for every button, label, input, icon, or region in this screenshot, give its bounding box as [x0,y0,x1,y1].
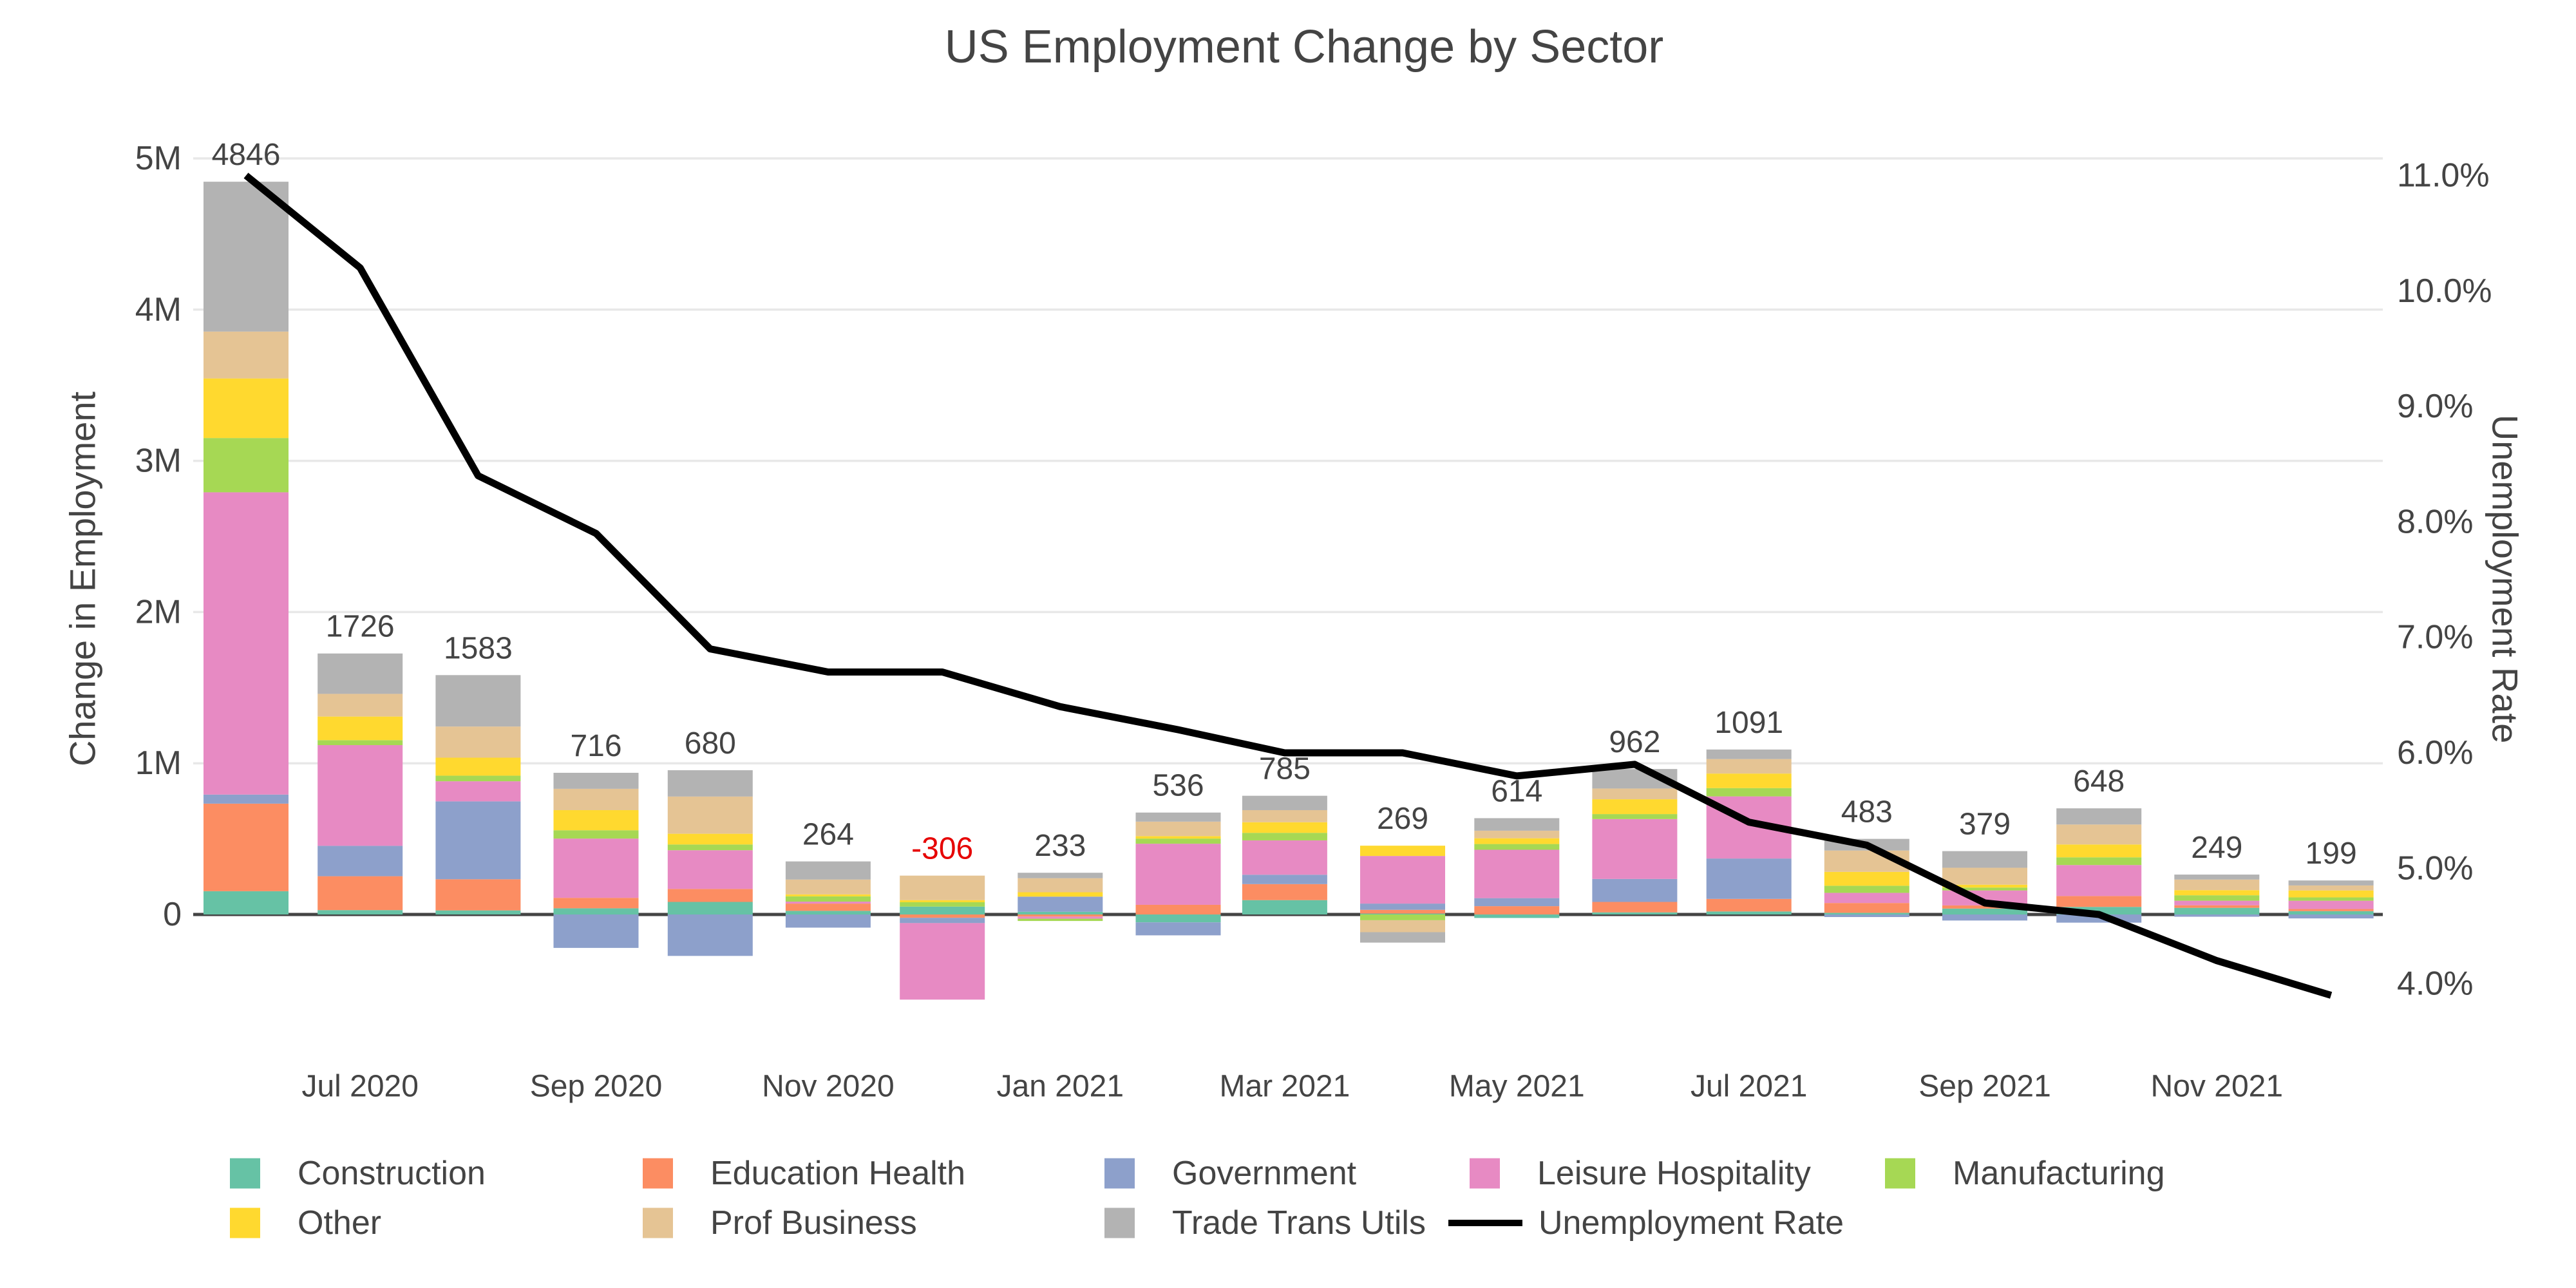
svg-text:Nov 2020: Nov 2020 [762,1070,894,1104]
svg-text:5.0%: 5.0% [2397,849,2474,887]
svg-text:May 2021: May 2021 [1449,1070,1585,1104]
svg-text:-306: -306 [911,832,973,866]
svg-text:Change in Employment: Change in Employment [62,392,103,767]
svg-text:11.0%: 11.0% [2397,157,2490,194]
svg-text:4846: 4846 [212,138,281,172]
svg-text:249: 249 [2191,831,2242,865]
svg-text:716: 716 [570,729,621,763]
svg-text:1726: 1726 [326,610,395,644]
svg-text:Jul 2021: Jul 2021 [1690,1070,1807,1104]
svg-text:614: 614 [1491,774,1542,808]
svg-text:10.0%: 10.0% [2397,272,2492,310]
svg-text:9.0%: 9.0% [2397,388,2474,425]
svg-text:7.0%: 7.0% [2397,619,2474,656]
svg-text:Mar 2021: Mar 2021 [1220,1070,1350,1104]
svg-text:1091: 1091 [1714,706,1783,740]
svg-text:0: 0 [163,896,182,933]
svg-text:648: 648 [2073,764,2125,799]
svg-text:680: 680 [685,726,736,761]
svg-text:4.0%: 4.0% [2397,965,2474,1003]
svg-text:264: 264 [802,818,854,852]
svg-text:Sep 2020: Sep 2020 [530,1070,663,1104]
svg-text:2M: 2M [135,593,182,630]
svg-text:Other: Other [298,1204,381,1242]
svg-text:3M: 3M [135,442,182,480]
svg-text:Unemployment Rate: Unemployment Rate [1539,1204,1844,1242]
svg-text:483: 483 [1841,795,1893,829]
svg-text:4M: 4M [135,291,182,328]
svg-text:8.0%: 8.0% [2397,503,2474,540]
svg-text:Trade Trans Utils: Trade Trans Utils [1172,1204,1426,1242]
svg-text:Sep 2021: Sep 2021 [1918,1070,2051,1104]
svg-text:379: 379 [1959,808,2011,842]
svg-text:Education Health: Education Health [710,1155,965,1192]
svg-text:Nov 2021: Nov 2021 [2151,1070,2283,1104]
svg-text:Government: Government [1172,1155,1357,1192]
svg-text:1M: 1M [135,744,182,782]
svg-text:785: 785 [1259,752,1311,786]
svg-text:5M: 5M [135,140,182,177]
svg-text:US Employment Change by Sector: US Employment Change by Sector [945,21,1664,73]
svg-text:536: 536 [1152,769,1204,803]
svg-text:Construction: Construction [298,1155,486,1192]
svg-text:1583: 1583 [444,631,513,665]
svg-text:Unemployment Rate: Unemployment Rate [2485,415,2526,743]
svg-text:962: 962 [1609,725,1660,759]
svg-text:269: 269 [1377,802,1428,836]
svg-text:Jan 2021: Jan 2021 [997,1070,1124,1104]
svg-text:6.0%: 6.0% [2397,734,2474,772]
svg-text:Manufacturing: Manufacturing [1953,1155,2165,1192]
svg-text:Jul 2020: Jul 2020 [301,1070,418,1104]
svg-text:233: 233 [1034,829,1086,863]
svg-text:Prof Business: Prof Business [710,1204,917,1242]
svg-text:Leisure Hospitality: Leisure Hospitality [1537,1155,1811,1192]
svg-text:199: 199 [2306,837,2357,871]
